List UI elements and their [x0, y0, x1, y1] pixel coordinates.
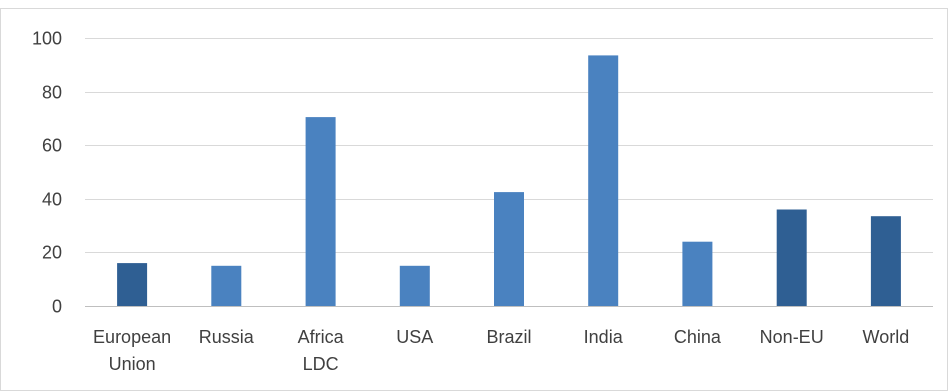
- x-tick-label: Africa: [298, 327, 345, 347]
- bar: [494, 192, 524, 306]
- y-tick-label: 80: [42, 83, 62, 103]
- y-tick-label: 60: [42, 136, 62, 156]
- y-tick-label: 100: [32, 29, 62, 49]
- bar: [305, 117, 336, 306]
- x-tick-label: Russia: [199, 327, 255, 347]
- bar: [870, 216, 901, 306]
- bar: [211, 265, 242, 306]
- bar: [399, 265, 430, 306]
- x-tick-label: European: [93, 327, 171, 347]
- x-tick-label: USA: [396, 327, 433, 347]
- x-tick-label: Union: [109, 354, 156, 374]
- bar: [588, 55, 619, 307]
- x-tick-label: Non-EU: [760, 327, 824, 347]
- x-tick-label: India: [584, 327, 624, 347]
- bar: [117, 263, 148, 306]
- x-tick-label: Brazil: [486, 327, 531, 347]
- bars: [117, 55, 901, 307]
- y-tick-label: 40: [42, 190, 62, 210]
- x-tick-label: LDC: [303, 354, 339, 374]
- y-tick-label: 0: [52, 297, 62, 317]
- y-axis-ticks: 0 20 40 60 80 100: [32, 29, 62, 317]
- bar: [682, 241, 713, 306]
- bar: [776, 209, 807, 306]
- x-tick-label: World: [863, 327, 910, 347]
- x-tick-label: China: [674, 327, 722, 347]
- x-axis-category-labels: European Union Russia Africa LDC USA Brazil Ind…: [93, 327, 909, 374]
- y-tick-label: 20: [42, 243, 62, 263]
